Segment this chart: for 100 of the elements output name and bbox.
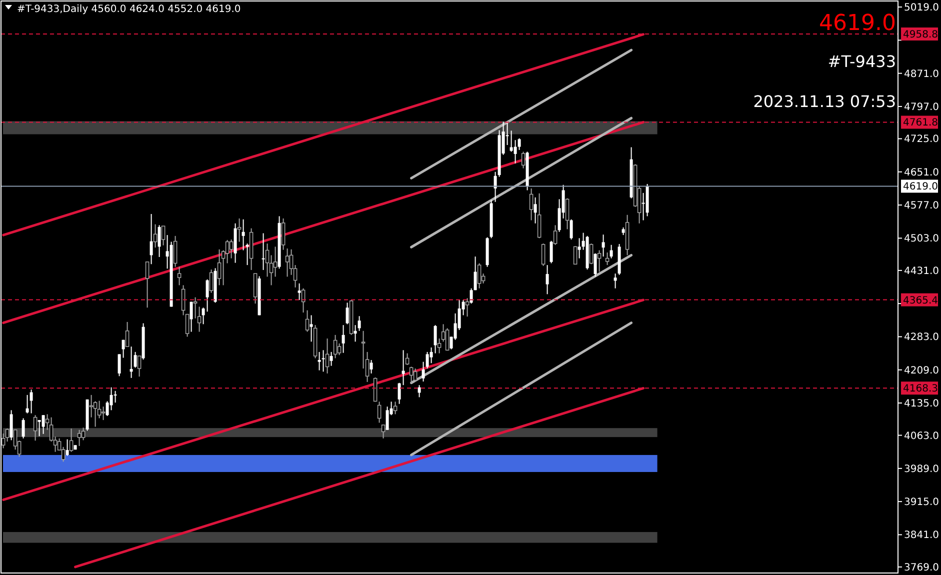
candlestick (193, 296, 198, 319)
candlestick (514, 140, 517, 164)
candlestick (285, 248, 290, 278)
ref-line-label: 4958.8 (903, 30, 938, 40)
candlestick (318, 351, 321, 371)
y-tick-label: 3841.0 (904, 530, 939, 542)
y-tick-label: 5019.0 (904, 2, 939, 14)
candlestick (529, 188, 534, 221)
candlestick (242, 218, 245, 251)
candlestick (145, 261, 150, 308)
candlestick (358, 316, 361, 332)
candlestick (602, 234, 605, 258)
candlestick (281, 218, 286, 250)
candlestick (354, 324, 357, 342)
candlestick (33, 414, 38, 442)
candlestick (114, 390, 117, 404)
candlestick (518, 138, 521, 150)
candlestick (430, 346, 433, 364)
y-tick-label: 4797.0 (904, 102, 939, 113)
candlestick (190, 301, 193, 332)
candlestick (510, 130, 513, 152)
candlestick (262, 232, 265, 270)
candlestick (386, 406, 389, 430)
candlestick (122, 339, 125, 358)
candlestick (398, 382, 401, 404)
candlestick (541, 243, 546, 266)
ref-line-label: 4168.3 (903, 384, 938, 395)
candlestick (137, 355, 142, 378)
y-tick-label: 4503.0 (904, 234, 939, 245)
candlestick (409, 366, 414, 384)
y-tick-label: 4871.0 (904, 68, 939, 80)
candlestick (402, 350, 405, 386)
candlestick (202, 307, 205, 325)
y-tick-label: 4135.0 (904, 398, 939, 410)
candlestick (333, 334, 338, 359)
y-tick-label: 4431.0 (904, 266, 939, 277)
ref-line-label: 4619.0 (903, 182, 938, 193)
candlestick (605, 252, 610, 266)
candlestick (305, 310, 310, 332)
candlestick (546, 264, 549, 295)
candlestick (101, 406, 106, 421)
candlestick (69, 428, 74, 452)
y-tick-label: 4283.0 (904, 332, 939, 344)
candlestick (229, 239, 234, 259)
candlestick (426, 351, 429, 370)
chart-title: #T-9433,Daily 4560.0 4624.0 4552.0 4619.0 (17, 4, 241, 15)
candlestick (445, 328, 450, 352)
candlestick (377, 401, 382, 424)
candlestick (298, 282, 301, 300)
candlestick (553, 224, 558, 246)
candlestick (265, 243, 270, 278)
candlestick (550, 240, 553, 264)
candlestick (474, 256, 477, 291)
candlestick (325, 338, 330, 374)
candlestick (49, 416, 54, 442)
candlestick (393, 401, 398, 415)
candlestick (614, 273, 617, 289)
candlestick (125, 321, 130, 348)
candlestick (253, 273, 258, 304)
candlestick (422, 361, 425, 382)
y-tick-label: 4725.0 (904, 134, 939, 146)
candlestick (217, 248, 222, 286)
candlestick (470, 288, 473, 304)
candlestick (42, 414, 45, 434)
candlestick (322, 350, 325, 372)
candlestick (565, 198, 570, 230)
candlestick (537, 192, 542, 239)
candlestick (30, 389, 33, 414)
candlestick (10, 410, 13, 441)
candlestick (134, 351, 137, 368)
candlestick (477, 262, 482, 289)
candlestick (342, 324, 345, 354)
candlestick (77, 429, 82, 447)
candlestick (26, 394, 29, 414)
candlestick (578, 238, 581, 259)
annotation: #T-9433 (828, 52, 896, 71)
candlestick (13, 428, 18, 450)
candlestick (150, 213, 153, 265)
candlestick (610, 244, 613, 259)
candlestick (66, 438, 69, 456)
candlestick (110, 386, 113, 411)
y-tick-label: 4577.0 (904, 200, 939, 212)
candlestick (573, 246, 578, 265)
y-tick-label: 4651.0 (904, 167, 939, 178)
candlestick (237, 218, 242, 242)
candlestick (381, 424, 386, 439)
candlestick (594, 252, 597, 278)
candlestick (337, 342, 342, 356)
candlestick (405, 352, 410, 366)
candlestick (22, 418, 25, 439)
candlestick (158, 224, 161, 258)
candlestick (330, 351, 333, 366)
candlestick (310, 314, 313, 342)
candlestick (118, 354, 121, 377)
candlestick (130, 346, 133, 378)
candlestick (570, 218, 573, 240)
candlestick (521, 151, 526, 169)
candlestick (597, 250, 602, 272)
candlestick (465, 298, 470, 318)
y-tick-label: 3769.0 (904, 562, 939, 574)
